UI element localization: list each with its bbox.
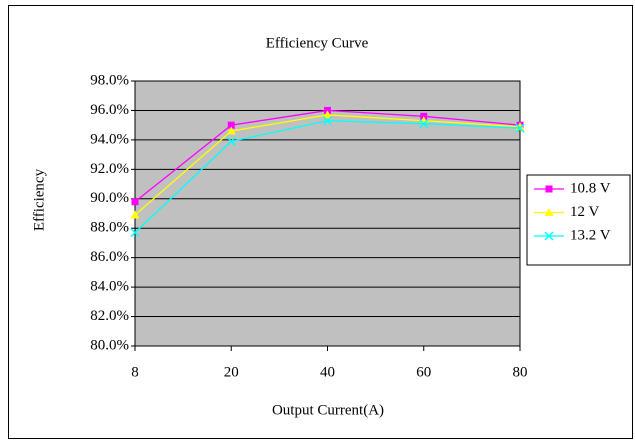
y-tick-label: 94.0% [90, 131, 129, 147]
y-tick-label: 90.0% [90, 190, 129, 206]
x-axis-label: Output Current(A) [272, 402, 384, 418]
x-tick-label: 80 [513, 364, 528, 380]
x-tick-label: 8 [131, 364, 139, 380]
y-tick-label: 96.0% [90, 102, 129, 118]
y-axis-label: Efficiency [31, 168, 47, 231]
marker [323, 110, 332, 119]
legend-label: 13.2 V [570, 227, 611, 243]
x-tick-label: 20 [224, 364, 239, 380]
legend-label: 10.8 V [570, 180, 611, 196]
y-tick-label: 84.0% [90, 279, 129, 295]
marker [130, 210, 140, 219]
marker [227, 121, 235, 129]
y-tick-label: 82.0% [90, 308, 129, 324]
y-tick-label: 88.0% [90, 220, 129, 236]
marker [226, 136, 236, 146]
marker [544, 208, 554, 216]
y-tick-label: 92.0% [90, 161, 129, 177]
marker [545, 185, 553, 193]
y-tick-label: 86.0% [90, 249, 129, 265]
marker [131, 198, 139, 206]
legend-box [526, 174, 631, 266]
marker [419, 119, 429, 129]
y-tick-label: 98.0% [90, 72, 129, 88]
x-tick-label: 60 [416, 364, 431, 380]
marker [322, 116, 333, 126]
marker [226, 126, 236, 135]
y-tick-label: 80.0% [90, 337, 129, 353]
x-tick-label: 40 [320, 364, 335, 380]
marker [544, 231, 554, 241]
legend-label: 12 V [570, 204, 599, 220]
marker [515, 123, 525, 133]
marker [130, 228, 140, 238]
chart-title: Efficiency Curve [266, 35, 369, 51]
